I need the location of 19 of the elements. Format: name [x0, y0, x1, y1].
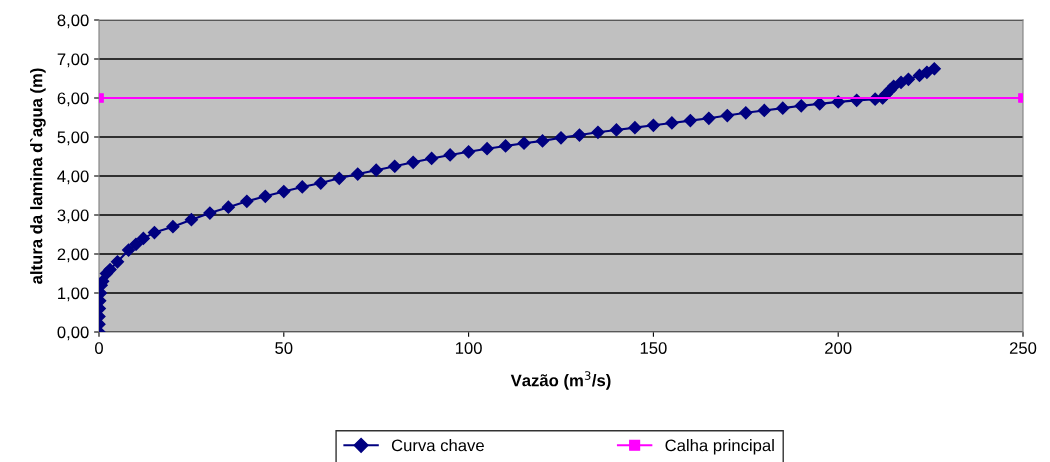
x-tick-label: 200 — [825, 342, 852, 354]
y-tick-label: 5,00 — [57, 131, 89, 146]
x-tick-label: 50 — [275, 342, 293, 354]
y-tick-label: 7,00 — [57, 53, 89, 68]
x-tick-label: 150 — [640, 342, 667, 354]
y-tick-label: 0,00 — [57, 326, 89, 341]
x-tick-label: 0 — [95, 342, 103, 354]
y-tick-label: 3,00 — [57, 209, 89, 224]
y-tick-label: 4,00 — [57, 170, 89, 185]
x-tick-label: 250 — [1009, 342, 1037, 354]
y-tick-label: 6,00 — [57, 92, 89, 107]
y-tick-label: 2,00 — [57, 248, 89, 263]
y-tick-label: 8,00 — [57, 14, 89, 29]
y-tick-label: 1,00 — [58, 287, 89, 302]
legend-label: Calha principal — [665, 439, 774, 455]
x-axis-title: Vazão (m$^{3}$/s) — [510, 371, 611, 390]
legend-label: Curva chave — [391, 439, 484, 452]
x-tick-label: 100 — [455, 342, 482, 354]
y-axis-title: altura da lamina d`agua (m) — [29, 68, 46, 284]
